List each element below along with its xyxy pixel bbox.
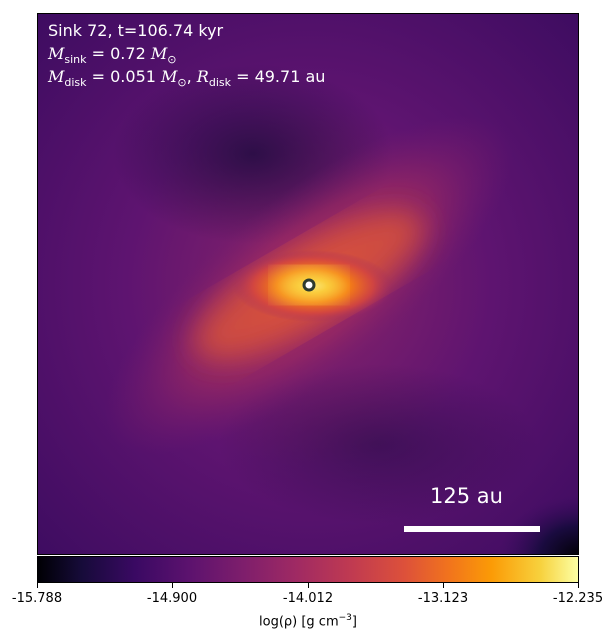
disk-radius-subscript: disk [208,76,231,90]
sink-mass-symbol: M [48,44,65,63]
colorbar-label: log(ρ) [g cm−3] [259,613,357,629]
density-map [38,14,578,554]
colorbar-label-end: ] [351,614,357,630]
sink-info-line: Sink 72, t=106.74 kyr [48,20,223,41]
colorbar-tick [172,583,173,588]
colorbar-tick-label: -12.235 [552,591,604,606]
solar-mass-symbol: M [150,44,168,63]
colorbar-label-main: log(ρ) [g cm [259,614,339,630]
colorbar-tick [578,583,579,588]
colorbar-tick [308,583,309,588]
disk-line: Mdisk = 0.051 M⊙, Rdisk = 49.71 au [48,67,326,90]
colorbar [37,556,579,583]
colorbar-tick-label: -14.012 [282,591,334,606]
colorbar-tick-label: -13.123 [417,591,469,606]
sink-mass-value: = 0.72 [91,44,146,63]
colorbar-tick-label: -15.788 [11,591,63,606]
colorbar-tick [37,583,38,588]
solar-mass-subscript-2: ⊙ [177,76,187,90]
sink-marker [302,278,316,292]
disk-mass-symbol: M [48,67,65,86]
colorbar-label-exponent: −3 [338,613,352,623]
solar-mass-subscript: ⊙ [167,53,177,67]
disk-radius-value: = 49.71 au [236,67,326,86]
sink-mass-subscript: sink [64,53,87,67]
colorbar-tick [443,583,444,588]
density-projection-panel: Sink 72, t=106.74 kyr Msink = 0.72 M⊙ Md… [37,13,579,555]
scale-bar-label: 125 au [430,484,503,508]
scale-bar [404,526,540,532]
solar-mass-symbol-2: M [161,67,178,86]
disk-mass-value: = 0.051 [91,67,156,86]
sink-mass-line: Msink = 0.72 M⊙ [48,43,176,70]
disk-radius-symbol: R [196,67,209,86]
sink-time-text: Sink 72, t=106.74 kyr [48,21,224,40]
colorbar-tick-label: -14.900 [146,591,198,606]
disk-mass-subscript: disk [64,76,87,90]
